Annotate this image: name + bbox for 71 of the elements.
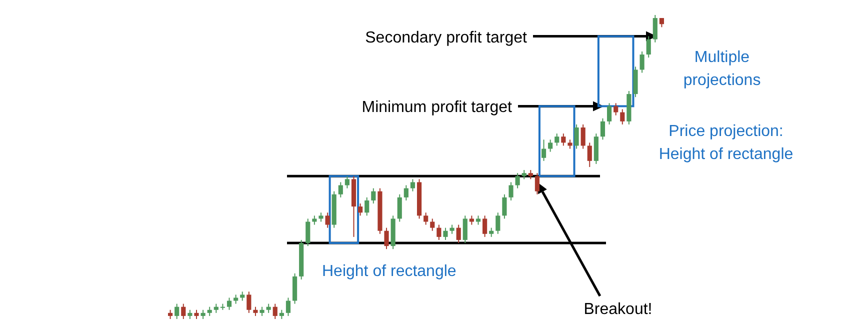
candlestick (528, 170, 533, 180)
candlestick (580, 124, 586, 150)
candlestick (312, 215, 317, 226)
candlestick (371, 188, 376, 204)
candlestick (620, 108, 625, 125)
candlestick (430, 218, 435, 232)
candlestick (318, 212, 324, 222)
candlestick (640, 50, 644, 74)
candlestick (534, 172, 540, 195)
candlestick (450, 224, 454, 234)
candlestick (541, 139, 546, 162)
candlestick (260, 306, 264, 316)
candlestick (482, 215, 488, 238)
candlestick (404, 184, 408, 201)
candlestick (266, 303, 271, 314)
candlestick (443, 227, 448, 240)
text: Multiple projections (683, 49, 761, 89)
candlestick (358, 202, 363, 216)
candlestick (325, 212, 330, 228)
candlestick (253, 306, 258, 316)
candlestick (568, 139, 572, 150)
candlestick (344, 176, 350, 189)
candlestick (424, 212, 428, 226)
candlestick (476, 215, 481, 226)
candlestick (279, 309, 284, 320)
candlestick (462, 215, 468, 244)
annotation: Breakout! (584, 301, 652, 318)
ref-line-label: Secondary profit target (365, 29, 528, 46)
candlestick (522, 170, 526, 180)
candlestick (614, 102, 618, 116)
candlestick (188, 309, 192, 320)
candlestick (234, 294, 238, 304)
candlestick (240, 291, 245, 302)
candlestick (226, 297, 232, 310)
candlestick (652, 14, 658, 43)
candlestick (286, 297, 291, 316)
candlestick (561, 133, 566, 146)
candlestick (496, 212, 500, 234)
annotation: Price projection: Height of rectangle (658, 123, 794, 163)
candlestick (502, 194, 507, 220)
candlestick (397, 194, 402, 222)
candlestick (508, 182, 514, 201)
candlestick (646, 36, 651, 58)
candlestick (272, 303, 278, 320)
candlestick (600, 118, 606, 140)
candlestick (606, 102, 612, 125)
candlestick (214, 303, 218, 314)
candlestick (174, 303, 180, 320)
candlestick (246, 291, 252, 314)
candlestick (574, 124, 579, 150)
candlestick (469, 215, 474, 226)
candlestick (338, 182, 343, 198)
candlestick (168, 309, 173, 320)
candlestick (384, 227, 389, 250)
annotation: Height of rectangle (322, 263, 456, 280)
candlestick (194, 309, 199, 320)
candlestick (489, 227, 494, 238)
candlestick (456, 224, 461, 244)
candlestick (436, 224, 442, 240)
candlestick (548, 139, 553, 152)
candlestick (515, 172, 520, 189)
candlestick (181, 303, 186, 320)
candlestick (200, 309, 206, 320)
candlestick (207, 306, 212, 316)
candlestick (659, 18, 664, 28)
candlestick (364, 196, 370, 216)
candlestick (587, 142, 592, 168)
candlestick (410, 178, 416, 192)
candlestick (306, 218, 310, 247)
candlestick (554, 133, 560, 146)
ref-line-label: Minimum profit target (362, 99, 513, 116)
